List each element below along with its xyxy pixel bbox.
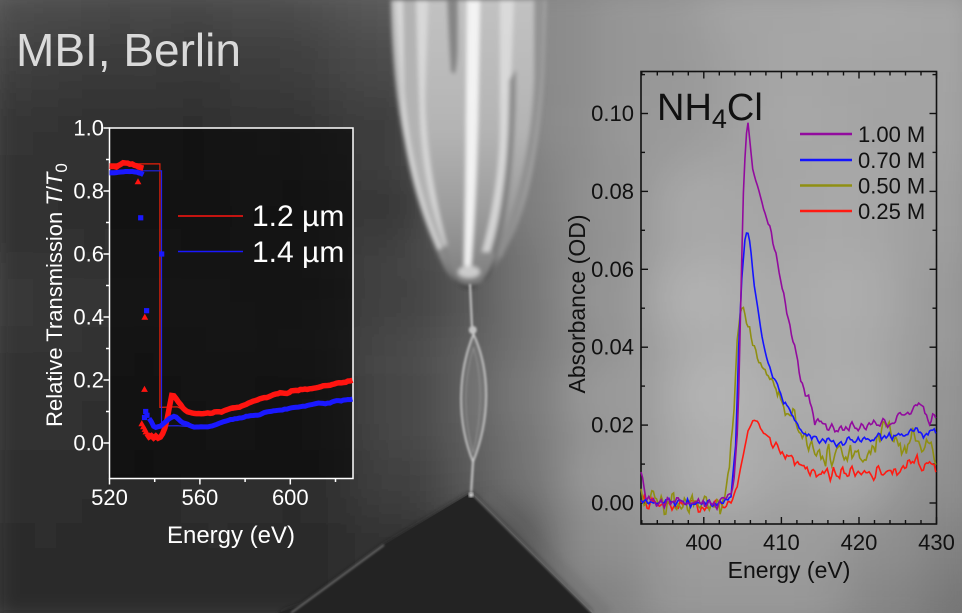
svg-text:420: 420: [841, 530, 878, 555]
svg-text:410: 410: [763, 530, 800, 555]
svg-text:0.04: 0.04: [591, 335, 634, 360]
svg-text:400: 400: [685, 530, 722, 555]
svg-text:Relative Transmission T/T0: Relative Transmission T/T0: [42, 163, 71, 427]
svg-text:0.10: 0.10: [591, 101, 634, 126]
svg-text:0.70 M: 0.70 M: [858, 148, 925, 173]
svg-text:NH4Cl: NH4Cl: [657, 87, 763, 134]
svg-text:430: 430: [918, 530, 955, 555]
svg-text:0.4: 0.4: [73, 305, 104, 330]
svg-text:Absorbance (OD): Absorbance (OD): [564, 215, 590, 394]
svg-text:1.4 µm: 1.4 µm: [252, 236, 344, 269]
svg-text:0.6: 0.6: [73, 242, 104, 267]
svg-text:1.00 M: 1.00 M: [858, 122, 925, 147]
svg-text:1.0: 1.0: [73, 116, 104, 141]
svg-text:0.0: 0.0: [73, 431, 104, 456]
svg-text:0.2: 0.2: [73, 368, 104, 393]
svg-text:1.2 µm: 1.2 µm: [252, 200, 344, 233]
svg-text:Energy (eV): Energy (eV): [167, 522, 295, 549]
svg-text:Energy (eV): Energy (eV): [728, 557, 851, 583]
svg-text:0.50 M: 0.50 M: [858, 174, 925, 199]
svg-text:MBI, Berlin: MBI, Berlin: [16, 24, 241, 76]
svg-text:560: 560: [182, 485, 219, 510]
svg-text:0.02: 0.02: [591, 413, 634, 438]
svg-text:0.06: 0.06: [591, 257, 634, 282]
svg-text:520: 520: [91, 485, 128, 510]
svg-text:0.00: 0.00: [591, 491, 634, 516]
svg-text:0.25 M: 0.25 M: [858, 199, 925, 224]
svg-text:0.8: 0.8: [73, 179, 104, 204]
svg-text:0.08: 0.08: [591, 179, 634, 204]
svg-text:600: 600: [272, 485, 309, 510]
